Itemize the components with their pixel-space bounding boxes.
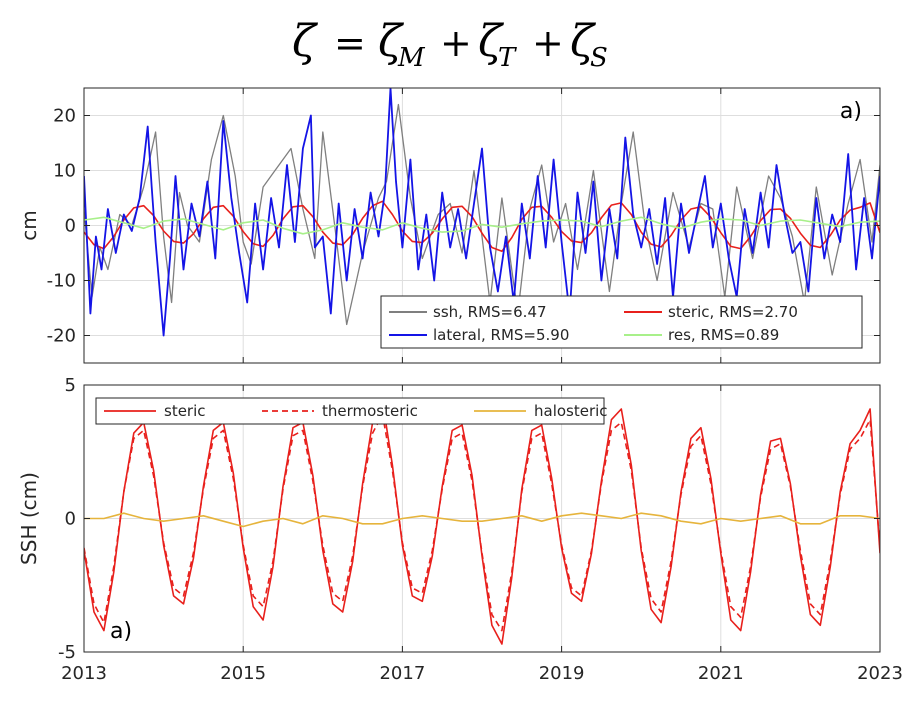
- top-panel-series: [84, 88, 880, 337]
- eq-plus-1: +: [440, 21, 472, 65]
- x-tick-label: 2019: [539, 663, 585, 684]
- legend-item-ssh-rms-6-47: ssh, RMS=6.47: [433, 303, 547, 321]
- equation-title: ζ = ζ M + ζ T + ζ S: [292, 16, 608, 73]
- series-line-res-rms-0-89: [84, 216, 880, 235]
- y-tick-label: 20: [53, 106, 76, 127]
- y-tick-label: 0: [65, 509, 76, 530]
- series-line-steric-rms-2-70: [84, 200, 880, 253]
- legend-item-res-rms-0-89: res, RMS=0.89: [668, 326, 779, 344]
- bottom-panel: -5 0 5 2013 2015 2017 2019 2021 2023 SSH (cm) a)…: [17, 375, 903, 684]
- y-tick-label: 5: [65, 375, 76, 396]
- eq-sub-m: M: [397, 43, 426, 73]
- legend-item-thermosteric: thermosteric: [322, 402, 418, 420]
- x-tick-label: 2021: [698, 663, 744, 684]
- y-tick-label: 10: [53, 161, 76, 182]
- eq-zeta: ζ: [292, 16, 319, 67]
- eq-zeta-s: ζ: [570, 16, 597, 67]
- bottom-panel-series: [84, 400, 880, 645]
- eq-equals: =: [334, 21, 366, 65]
- eq-plus-2: +: [532, 21, 564, 65]
- x-tick-label: 2013: [61, 663, 107, 684]
- eq-sub-s: S: [590, 43, 608, 73]
- top-panel-ticks: -20 -10 0 10 20: [47, 88, 881, 363]
- bottom-panel-ylabel: SSH (cm): [17, 472, 41, 565]
- series-line-thermosteric: [84, 413, 880, 632]
- y-tick-label: -10: [47, 271, 76, 292]
- top-panel-label: a): [840, 99, 862, 124]
- eq-zeta-m: ζ: [378, 16, 405, 67]
- legend-item-lateral-rms-5-90: lateral, RMS=5.90: [433, 326, 569, 344]
- eq-sub-t: T: [498, 43, 517, 73]
- y-tick-label: -5: [58, 642, 76, 663]
- bottom-panel-legend: steric thermosteric halosteric: [95, 397, 608, 425]
- series-line-lateral-rms-5-90: [84, 88, 880, 337]
- eq-zeta-t: ζ: [478, 16, 505, 67]
- x-tick-label: 2023: [857, 663, 903, 684]
- series-line-halosteric: [84, 512, 880, 528]
- top-panel: -20 -10 0 10 20 cm a) ssh, RMS=6.47 steric, R…: [17, 87, 881, 364]
- bottom-panel-label: a): [110, 619, 132, 644]
- top-panel-ylabel: cm: [17, 210, 41, 240]
- legend-box: [380, 295, 863, 349]
- bottom-panel-ticks: -5 0 5 2013 2015 2017 2019 2021 2023: [58, 375, 903, 684]
- legend-item-steric-rms-2-70: steric, RMS=2.70: [668, 303, 798, 321]
- legend-item-halosteric: halosteric: [534, 402, 608, 420]
- series-line-ssh-rms-6-47: [84, 103, 880, 326]
- y-tick-label: 0: [65, 216, 76, 237]
- y-tick-label: -20: [47, 326, 76, 347]
- legend-item-steric: steric: [164, 402, 206, 420]
- top-panel-legend: ssh, RMS=6.47 steric, RMS=2.70 lateral, RM…: [380, 295, 863, 349]
- x-tick-label: 2015: [220, 663, 266, 684]
- x-tick-label: 2017: [379, 663, 425, 684]
